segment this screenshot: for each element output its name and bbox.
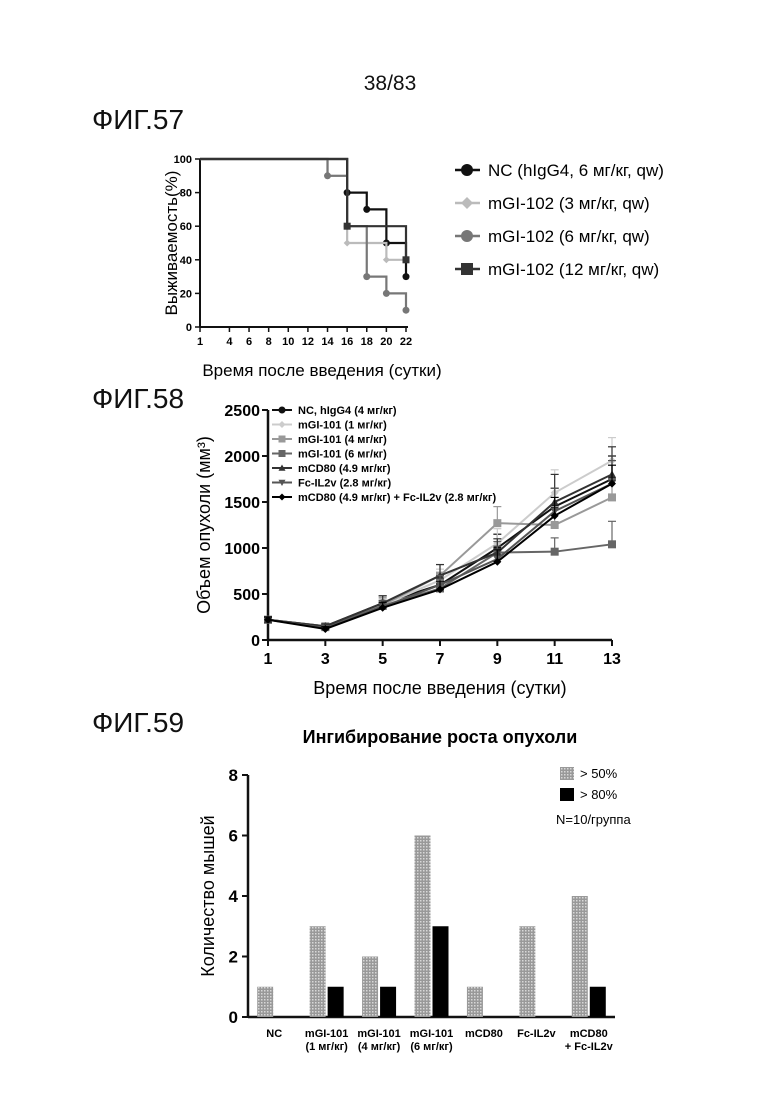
category-label: mGI-101 <box>305 1028 348 1040</box>
y-tick-label: 6 <box>229 827 238 846</box>
bar-1 <box>433 926 449 1017</box>
legend-label: > 50% <box>580 766 618 781</box>
bar-1 <box>590 987 606 1017</box>
category-label: mCD80 <box>465 1028 503 1040</box>
bar-0 <box>467 987 483 1017</box>
bar-1 <box>328 987 344 1017</box>
category-label: (1 мг/кг) <box>305 1041 348 1053</box>
bar-0 <box>415 836 431 1018</box>
category-label: (6 мг/кг) <box>410 1041 453 1053</box>
bar-0 <box>519 926 535 1017</box>
bar-0 <box>362 957 378 1018</box>
bar-0 <box>257 987 273 1017</box>
y-tick-label: 8 <box>229 766 238 785</box>
inhibition-bar-chart: Ингибирование роста опухоли 0 2 4 6 8 Количест… <box>0 0 780 1103</box>
bar-0 <box>310 926 326 1017</box>
chart-title: Ингибирование роста опухоли <box>303 727 578 747</box>
category-label: + Fc-IL2v <box>565 1041 614 1053</box>
legend-label: > 80% <box>580 787 618 802</box>
y-tick-label: 4 <box>229 887 239 906</box>
bar-0 <box>572 896 588 1017</box>
legend-swatch <box>560 788 574 801</box>
legend-swatch <box>560 767 574 780</box>
category-label: mGI-101 <box>410 1028 453 1040</box>
category-label: Fc-IL2v <box>517 1028 556 1040</box>
category-label: mCD80 <box>570 1028 608 1040</box>
y-axis-title: Количество мышей <box>198 815 218 976</box>
bar-1 <box>380 987 396 1017</box>
group-size-note: N=10/группа <box>556 812 631 827</box>
y-tick-label: 2 <box>229 948 238 967</box>
category-label: mGI-101 <box>357 1028 400 1040</box>
category-label: (4 мг/кг) <box>358 1041 401 1053</box>
category-label: NC <box>266 1028 282 1040</box>
y-tick-label: 0 <box>229 1008 238 1027</box>
